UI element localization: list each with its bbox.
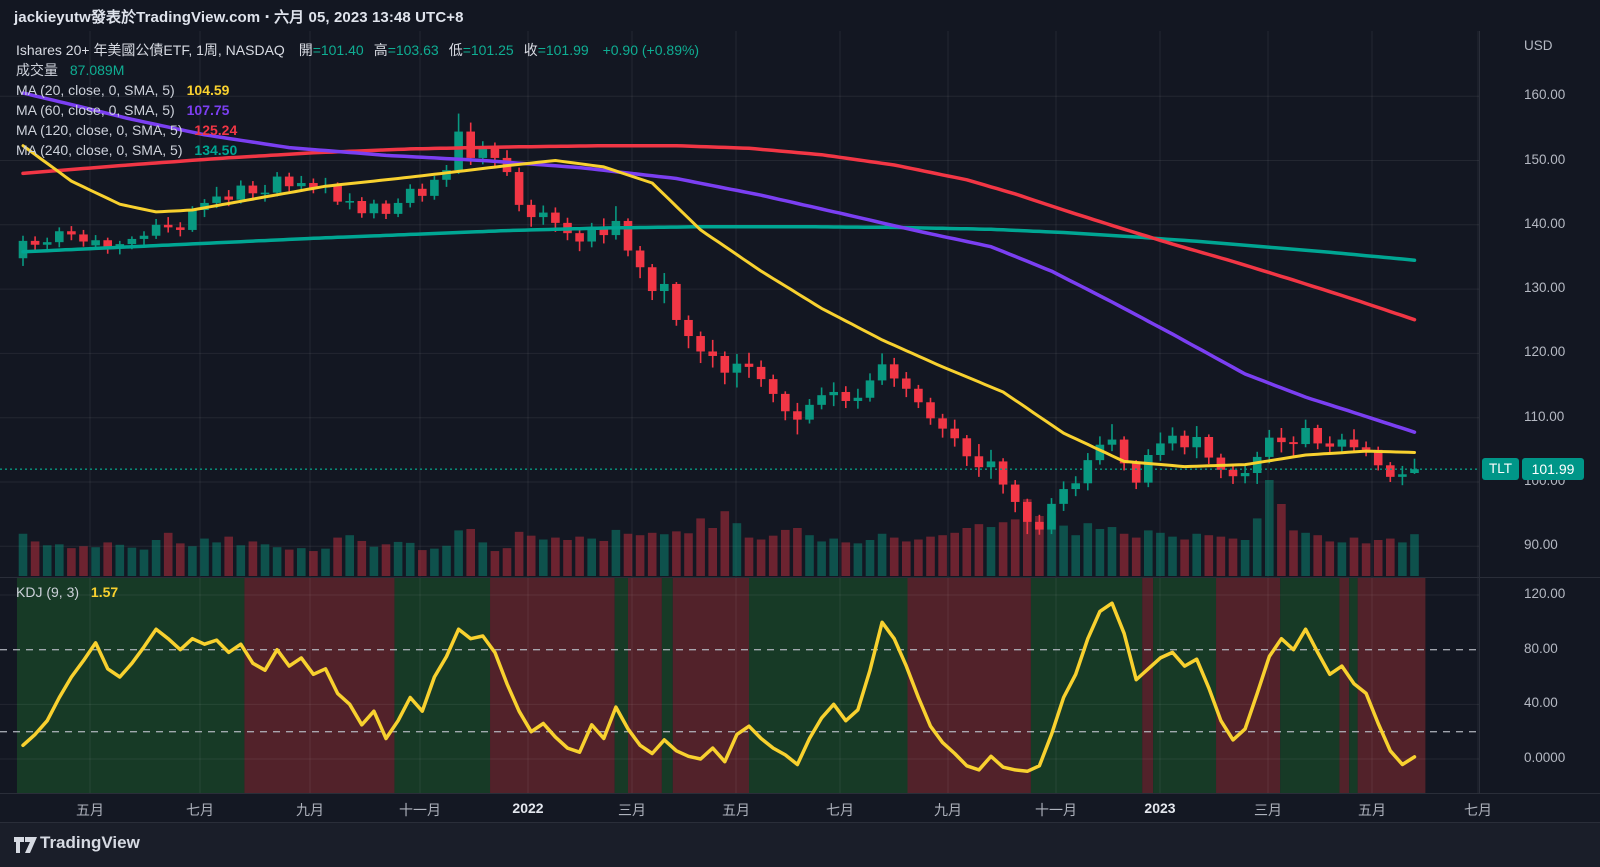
ma240-line[interactable] [21, 224, 1417, 262]
ma240-label: MA (240, close, 0, SMA, 5) [16, 142, 183, 158]
price-tick: 120.00 [1524, 344, 1566, 360]
time-label[interactable]: 七月 [826, 802, 854, 818]
ma120-label: MA (120, close, 0, SMA, 5) [16, 122, 183, 138]
kdj-band-bear [672, 577, 749, 793]
last-price-badge[interactable]: TLT 101.99 [1482, 458, 1584, 480]
price-tick: 150.00 [1524, 151, 1566, 167]
byline-text: jackieyutw發表於TradingView.com ‧ 六月 05, 20… [14, 9, 464, 26]
ohlc-item: 低=101.25 [448, 42, 514, 58]
candlestick-series [18, 113, 1419, 535]
time-label[interactable]: 九月 [296, 802, 324, 818]
kdj-indicator-legend[interactable]: KDJ (9, 3) 1.57 [16, 584, 118, 600]
ma240-row[interactable]: MA (240, close, 0, SMA, 5) 134.50 [16, 140, 699, 160]
ma120-value: 125.24 [194, 122, 238, 138]
time-label[interactable]: 2022 [512, 800, 544, 816]
publication-header: jackieyutw發表於TradingView.com ‧ 六月 05, 20… [0, 0, 1600, 31]
last-price-value: 101.99 [1522, 458, 1584, 480]
ohlc-item: 高=103.63 [373, 42, 439, 58]
ma60-line[interactable] [21, 91, 1417, 434]
volume-row[interactable]: 成交量 87.089M [16, 60, 699, 80]
kdj-tick: 120.00 [1524, 585, 1566, 601]
time-label[interactable]: 十一月 [1035, 802, 1077, 818]
kdj-band-bear [244, 577, 395, 793]
kdj-band-bear [907, 577, 1031, 793]
price-tick: 130.00 [1524, 280, 1566, 296]
ma120-row[interactable]: MA (120, close, 0, SMA, 5) 125.24 [16, 120, 699, 140]
volume-value: 87.089M [69, 62, 125, 78]
kdj-band-bear [1357, 577, 1426, 793]
time-axis[interactable]: 五月 七月 九月 十一月 2022 三月 五月 七月 九月 十一月 2023 三月 五月 七月 [0, 793, 1600, 823]
time-label[interactable]: 五月 [1358, 802, 1386, 818]
kdj-band-bull [1030, 577, 1143, 793]
kdj-band-bull [1153, 577, 1217, 793]
kdj-band-bear [490, 577, 615, 793]
symbol-badge[interactable]: TLT [1482, 458, 1519, 480]
kdj-tick: 0.0000 [1524, 750, 1566, 765]
time-label[interactable]: 三月 [1254, 802, 1282, 818]
price-pane[interactable] [0, 30, 1479, 577]
time-label[interactable]: 七月 [1464, 802, 1492, 818]
price-tick: 110.00 [1524, 408, 1565, 424]
kdj-label: KDJ (9, 3) [16, 584, 80, 600]
chart-legend: Ishares 20+ 年美國公債ETF, 1周, NASDAQ 開=101.4… [16, 40, 699, 160]
kdj-band-bull [661, 577, 673, 793]
kdj-band-bull [1280, 577, 1340, 793]
kdj-band-bear [628, 577, 662, 793]
ma20-value: 104.59 [186, 82, 230, 98]
ma20-line[interactable] [21, 144, 1416, 469]
time-label[interactable]: 三月 [618, 802, 646, 818]
ohlc-readout: 開=101.40 高=103.63 低=101.25 收=101.99 [289, 42, 589, 58]
symbol-title[interactable]: Ishares 20+ 年美國公債ETF, 1周, NASDAQ [16, 42, 285, 58]
price-tick: 90.00 [1524, 537, 1558, 553]
ma60-value: 107.75 [186, 102, 230, 118]
ma120-line[interactable] [21, 143, 1417, 322]
kdj-j-line[interactable] [21, 601, 1417, 774]
tradingview-logo-icon[interactable] [13, 833, 39, 857]
time-label[interactable]: 2023 [1144, 800, 1176, 816]
kdj-tick: 80.00 [1524, 640, 1558, 656]
ma60-row[interactable]: MA (60, close, 0, SMA, 5) 107.75 [16, 100, 699, 120]
time-label[interactable]: 九月 [934, 802, 962, 818]
kdj-band-bear [1142, 577, 1154, 793]
volume-label: 成交量 [16, 62, 58, 78]
kdj-band-bull [749, 577, 908, 793]
change-readout: +0.90 (+0.89%) [602, 42, 700, 58]
kdj-band-bear [1339, 577, 1350, 793]
kdj-band-bull [16, 577, 245, 793]
gridlines [0, 30, 1479, 793]
kdj-value: 1.57 [90, 584, 119, 600]
price-tick: 140.00 [1524, 215, 1566, 231]
ma20-row[interactable]: MA (20, close, 0, SMA, 5) 104.59 [16, 80, 699, 100]
ma20-label: MA (20, close, 0, SMA, 5) [16, 82, 175, 98]
kdj-tick: 40.00 [1524, 695, 1558, 711]
ma60-label: MA (60, close, 0, SMA, 5) [16, 102, 175, 118]
ohlc-item: 收=101.99 [523, 42, 589, 58]
kdj-band-bull [394, 577, 491, 793]
price-tick: 160.00 [1524, 87, 1566, 103]
time-label[interactable]: 五月 [722, 802, 750, 818]
tradingview-brand-text[interactable]: TradingView [40, 833, 140, 852]
kdj-band-bear [1216, 577, 1281, 793]
ohlc-item: 開=101.40 [298, 42, 364, 58]
footer-bar: TradingView [0, 822, 1600, 867]
time-label[interactable]: 七月 [186, 802, 214, 818]
ma240-value: 134.50 [194, 142, 238, 158]
currency-label: USD [1524, 38, 1553, 53]
kdj-band-bull [614, 577, 628, 793]
symbol-row[interactable]: Ishares 20+ 年美國公債ETF, 1周, NASDAQ 開=101.4… [16, 40, 699, 60]
time-label[interactable]: 五月 [76, 802, 104, 818]
time-label[interactable]: 十一月 [399, 802, 441, 818]
volume-histogram [18, 480, 1419, 576]
